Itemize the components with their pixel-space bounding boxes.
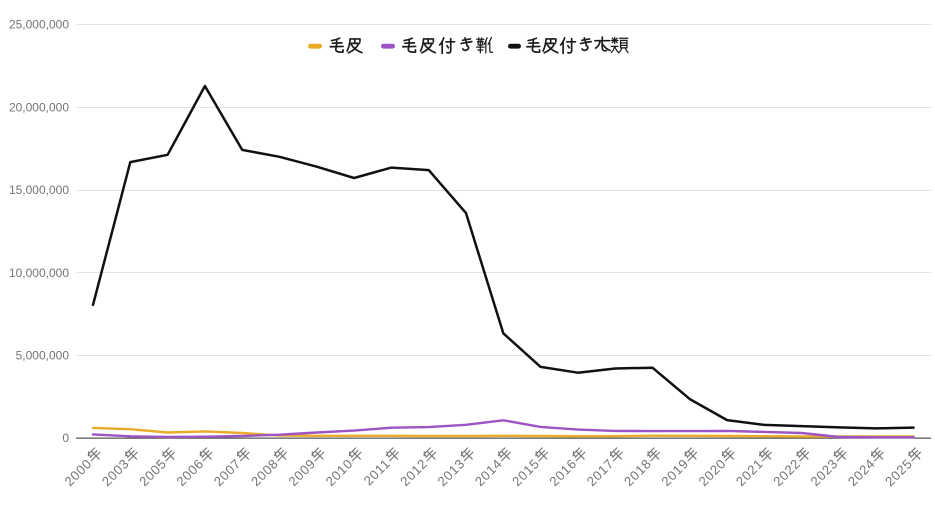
svg-text:15,000,000: 15,000,000: [9, 183, 69, 197]
svg-text:10,000,000: 10,000,000: [9, 266, 69, 280]
svg-text:25,000,000: 25,000,000: [9, 18, 69, 32]
svg-text:0: 0: [62, 431, 69, 445]
svg-text:20,000,000: 20,000,000: [9, 100, 69, 114]
svg-text:5,000,000: 5,000,000: [16, 349, 70, 363]
